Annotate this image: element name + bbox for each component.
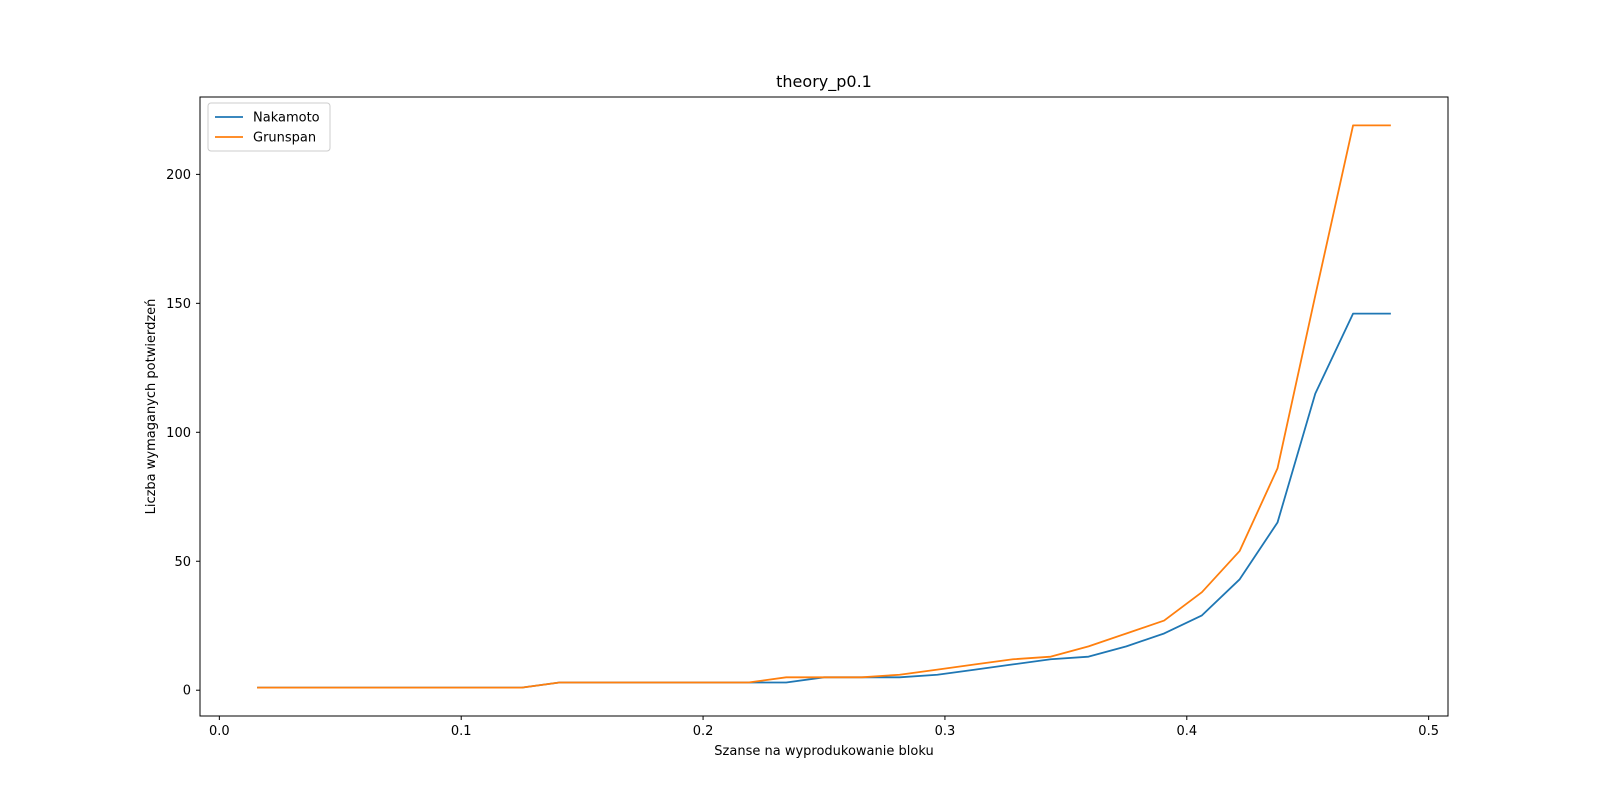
plot-area bbox=[257, 124, 1391, 689]
legend-label-grunspan: Grunspan bbox=[253, 131, 316, 146]
x-tick-label: 0.5 bbox=[1418, 724, 1439, 739]
chart-title: theory_p0.1 bbox=[776, 72, 872, 92]
x-tick-label: 0.4 bbox=[1176, 724, 1197, 739]
axes: 0.0 0.1 0.2 0.3 0.4 0.5 0 50 100 150 200 bbox=[166, 96, 1449, 739]
y-tick-label: 200 bbox=[166, 168, 191, 183]
y-axis-label: Liczba wymaganych potwierdzeń bbox=[144, 299, 159, 515]
y-tick-label: 150 bbox=[166, 297, 191, 312]
series-line-grunspan bbox=[257, 124, 1391, 689]
legend-box bbox=[207, 102, 331, 152]
y-tick-label: 0 bbox=[183, 684, 191, 699]
x-tick-label: 0.2 bbox=[693, 724, 714, 739]
axes-frame bbox=[199, 96, 1449, 717]
y-tick-label: 50 bbox=[174, 555, 191, 570]
x-axis-label: Szanse na wyprodukowanie bloku bbox=[714, 744, 933, 759]
y-tick-label: 100 bbox=[166, 426, 191, 441]
legend-label-nakamoto: Nakamoto bbox=[253, 111, 320, 126]
x-tick-label: 0.3 bbox=[935, 724, 956, 739]
legend: Nakamoto Grunspan bbox=[207, 102, 331, 152]
x-tick-label: 0.1 bbox=[451, 724, 472, 739]
x-tick-label: 0.0 bbox=[209, 724, 230, 739]
